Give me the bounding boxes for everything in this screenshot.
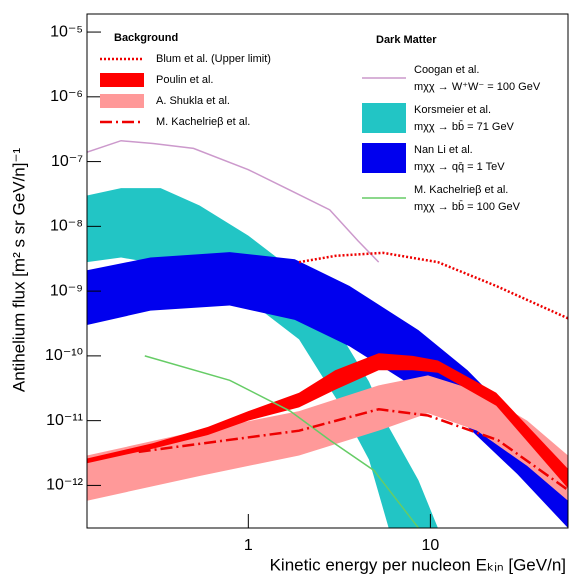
- band: [87, 353, 568, 489]
- line: [138, 407, 569, 492]
- legend-label: M. Kachelrieβ et al.: [414, 184, 508, 196]
- legend-label: Nan Li et al.: [414, 144, 473, 156]
- x-axis-label: Kinetic energy per nucleon Eₖᵢₙ [GeV/n]: [270, 555, 566, 574]
- legend-label: M. Kachelrieβ et al.: [156, 116, 250, 128]
- line: [87, 139, 380, 263]
- legend-label: Poulin et al.: [156, 74, 213, 86]
- legend-swatch: [100, 73, 144, 87]
- y-tick-label: 10⁻¹¹: [46, 412, 83, 429]
- legend-swatch: [362, 143, 406, 173]
- y-tick-label: 10⁻⁵: [50, 23, 83, 40]
- y-tick-label: 10⁻⁶: [50, 88, 83, 105]
- legend-swatch: [100, 94, 144, 108]
- legend-label: A. Shukla et al.: [156, 95, 230, 107]
- y-tick-label: 10⁻⁸: [50, 218, 83, 235]
- y-tick-label: 10⁻¹²: [46, 477, 84, 494]
- line: [144, 355, 420, 528]
- legend-title: Background: [114, 32, 178, 44]
- legend-detail: mχχ → bb̄ = 71 GeV: [414, 120, 515, 133]
- plot-area: [87, 139, 569, 528]
- legend-detail: mχχ → W⁺W⁻ = 100 GeV: [414, 81, 541, 93]
- legend-label: Blum et al. (Upper limit): [156, 53, 271, 65]
- x-tick-label: 1: [244, 537, 253, 554]
- legend-swatch: [362, 103, 406, 133]
- legend-title: Dark Matter: [376, 34, 437, 46]
- y-axis-label: Antihelium flux [m² s sr GeV/n]⁻¹: [9, 148, 28, 393]
- legend-label: Korsmeier et al.: [414, 104, 491, 116]
- overlay: 1 10 10⁻⁵ 10⁻⁶ 10⁻⁷ 10⁻⁸ 10⁻⁹ 10⁻¹⁰ 10⁻¹¹ 10⁻¹² Ba…: [45, 23, 541, 554]
- frame: [86, 13, 569, 529]
- line: [298, 251, 569, 320]
- y-tick-label: 10⁻⁷: [51, 153, 83, 170]
- y-tick-label: 10⁻⁹: [50, 282, 83, 299]
- legend-label: Coogan et al.: [414, 64, 479, 76]
- x-tick-label: 10: [421, 537, 439, 554]
- legend-detail: mχχ → qq̄ = 1 TeV: [414, 161, 505, 173]
- y-tick-label: 10⁻¹⁰: [45, 347, 83, 364]
- legend-detail: mχχ → bb̄ = 100 GeV: [414, 200, 521, 213]
